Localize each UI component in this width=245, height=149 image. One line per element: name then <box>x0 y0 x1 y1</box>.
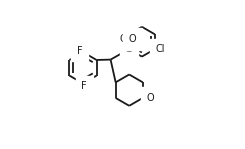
Text: O: O <box>129 34 136 44</box>
Text: S: S <box>125 44 133 54</box>
Text: Cl: Cl <box>156 44 165 54</box>
Text: O: O <box>146 93 154 103</box>
Text: F: F <box>77 46 83 56</box>
Text: O: O <box>120 34 127 45</box>
Text: F: F <box>81 81 87 91</box>
